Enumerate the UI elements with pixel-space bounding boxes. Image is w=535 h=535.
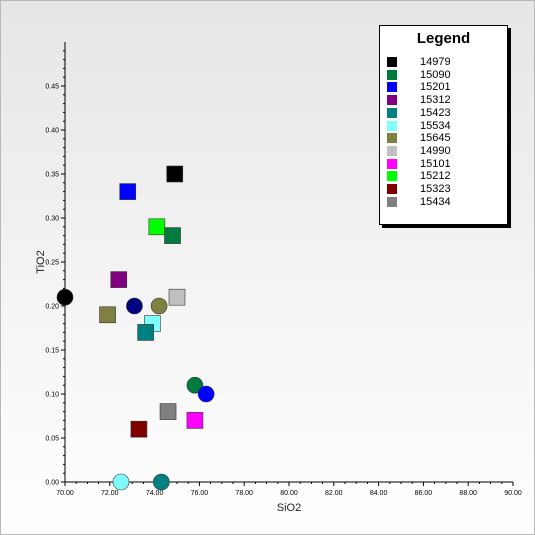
data-point-14 bbox=[197, 385, 215, 403]
data-point-4 bbox=[164, 227, 181, 244]
x-tick-label: 82.00 bbox=[325, 490, 343, 497]
legend-entry: 15434 bbox=[387, 196, 451, 208]
legend-entry: 15212 bbox=[387, 170, 451, 182]
legend-label: 14990 bbox=[420, 144, 451, 157]
data-point-3 bbox=[148, 218, 166, 236]
data-point-6 bbox=[56, 288, 74, 306]
x-tick-label: 90.00 bbox=[504, 490, 522, 497]
x-tick-label: 78.00 bbox=[235, 490, 253, 497]
legend-swatch bbox=[387, 133, 397, 144]
x-tick-label: 74.00 bbox=[146, 490, 164, 497]
data-point-16 bbox=[186, 412, 204, 429]
data-point-12 bbox=[137, 324, 154, 341]
data-point-7 bbox=[168, 288, 186, 306]
legend-swatch bbox=[387, 82, 397, 93]
x-tick-label: 80.00 bbox=[280, 490, 298, 497]
legend-entry: 15645 bbox=[387, 132, 451, 144]
x-tick-label: 88.00 bbox=[459, 490, 477, 497]
legend-label: 15434 bbox=[420, 195, 451, 208]
legend-swatch bbox=[387, 145, 397, 156]
x-tick-label: 86.00 bbox=[415, 490, 433, 497]
data-point-2 bbox=[119, 183, 137, 200]
legend-swatch bbox=[387, 95, 397, 106]
legend-label: 15323 bbox=[420, 183, 451, 195]
y-axis-title: TiO2 bbox=[35, 250, 47, 273]
legend-label: 15645 bbox=[420, 132, 451, 145]
data-point-15 bbox=[159, 403, 177, 420]
y-tick-label: 0.25 bbox=[45, 260, 59, 267]
data-point-10 bbox=[99, 306, 116, 324]
data-point-9 bbox=[150, 297, 168, 315]
legend-swatch bbox=[387, 196, 397, 207]
data-point-8 bbox=[126, 297, 143, 315]
legend-entry: 15101 bbox=[387, 158, 451, 170]
data-point-1 bbox=[166, 165, 184, 183]
legend-label: 15312 bbox=[420, 94, 451, 107]
legend-label: 15090 bbox=[420, 68, 451, 81]
data-point-13 bbox=[186, 376, 204, 394]
x-axis-title: SiO2 bbox=[277, 502, 301, 514]
x-tick-label: 84.00 bbox=[370, 490, 388, 497]
legend-entry: 15201 bbox=[387, 81, 451, 93]
legend-swatch bbox=[387, 158, 397, 169]
legend-label: 15423 bbox=[420, 106, 451, 119]
legend-label: 15212 bbox=[420, 170, 451, 183]
legend-entry: 14990 bbox=[387, 145, 451, 157]
legend-entry: 15534 bbox=[387, 120, 451, 132]
legend: Legend 14979 15090 15201 15312 15423 15534 156… bbox=[379, 25, 508, 225]
legend-swatch bbox=[387, 120, 397, 131]
y-tick-label: 0.10 bbox=[45, 392, 59, 399]
legend-title: Legend bbox=[416, 30, 471, 47]
legend-label: 14979 bbox=[420, 56, 451, 68]
x-tick-label: 76.00 bbox=[191, 490, 209, 497]
y-tick-label: 0.20 bbox=[45, 304, 59, 311]
data-point-5 bbox=[110, 271, 128, 288]
y-tick-label: 0.40 bbox=[45, 128, 59, 135]
y-tick-label: 0.35 bbox=[45, 172, 59, 179]
legend-entry: 14979 bbox=[387, 56, 451, 68]
x-tick-label: 72.00 bbox=[101, 490, 119, 497]
legend-swatch bbox=[387, 184, 397, 194]
y-tick-label: 0.15 bbox=[45, 348, 59, 355]
data-point-17 bbox=[130, 420, 148, 438]
y-tick-label: 0.05 bbox=[45, 436, 59, 443]
legend-swatch bbox=[387, 171, 397, 182]
legend-label: 15201 bbox=[420, 81, 451, 94]
legend-entry: 15323 bbox=[387, 183, 451, 195]
y-tick-label: 0.45 bbox=[45, 84, 59, 91]
legend-label: 15101 bbox=[420, 157, 451, 170]
legend-entry: 15312 bbox=[387, 94, 451, 106]
x-tick-label: 70.00 bbox=[56, 490, 74, 497]
legend-swatch bbox=[387, 57, 397, 67]
legend-entry: 15423 bbox=[387, 107, 451, 119]
legend-swatch bbox=[387, 69, 397, 80]
y-tick-label: 0.00 bbox=[45, 480, 59, 487]
data-point-19 bbox=[153, 473, 170, 491]
legend-swatch bbox=[387, 107, 397, 118]
data-point-18 bbox=[112, 473, 130, 491]
y-tick-label: 0.30 bbox=[45, 216, 59, 223]
legend-label: 15534 bbox=[420, 119, 451, 132]
legend-entry: 15090 bbox=[387, 69, 451, 81]
